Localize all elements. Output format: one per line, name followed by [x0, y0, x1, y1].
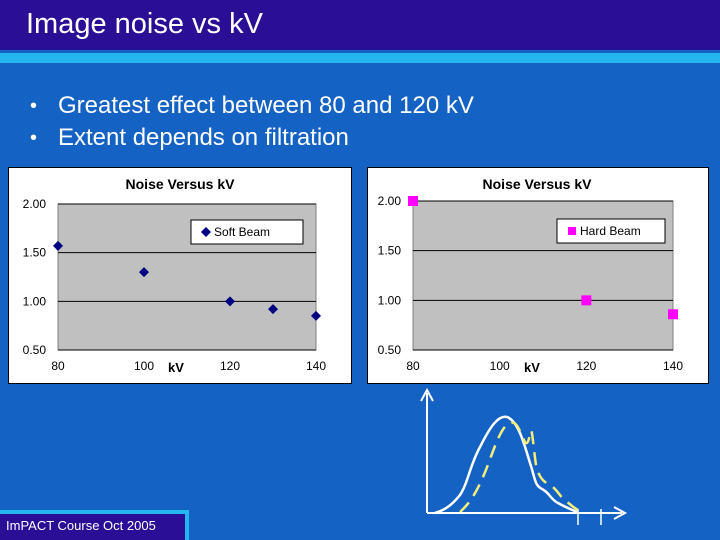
footer-accent-stripe: [0, 510, 189, 515]
legend-label: Soft Beam: [214, 225, 270, 239]
chart-title: Noise Versus kV: [483, 176, 593, 192]
data-point: [53, 240, 63, 251]
x-tick-label: 100: [134, 359, 154, 373]
data-point: [311, 310, 321, 321]
soft-spectrum-curve: [434, 415, 578, 515]
soft-beam-chart-svg: 0.50 1.00 1.50 2.00 80 100 120 140 Noise Versus …: [23, 176, 327, 375]
legend-marker: [201, 227, 211, 237]
x-tick-label: 140: [306, 359, 326, 373]
title-bar: Image noise vs kV: [0, 0, 720, 50]
hard-spectrum-curve: [459, 421, 579, 513]
footer-bar: [0, 514, 185, 540]
legend-marker: [568, 227, 576, 235]
bullet-list: • Greatest effect between 80 and 120 kV …: [30, 90, 474, 154]
data-point: [581, 295, 592, 306]
hard-beam-chart: 0.50 1.00 1.50 2.00 80 100 120 140 Noise Versus …: [367, 167, 709, 384]
bullet-text: Extent depends on filtration: [58, 124, 349, 151]
y-tick-label: 2.00: [23, 197, 47, 211]
x-tick-label: 120: [576, 359, 596, 373]
x-tick-label: 80: [51, 359, 65, 373]
soft-beam-chart: 0.50 1.00 1.50 2.00 80 100 120 140 Noise Versus …: [8, 167, 352, 384]
bullet-marker: •: [30, 127, 38, 149]
data-point: [268, 304, 278, 315]
hard-beam-chart-svg: 0.50 1.00 1.50 2.00 80 100 120 140 Noise Versus …: [378, 176, 684, 375]
footer-accent-stripe-vertical: [183, 510, 189, 540]
legend-label: Hard Beam: [580, 224, 641, 238]
y-tick-label: 0.50: [378, 343, 402, 357]
x-tick-label: 140: [663, 359, 683, 373]
bullet-text: Greatest effect between 80 and 120 kV: [58, 92, 474, 119]
x-axis-label: kV: [168, 360, 184, 375]
x-tick-label: 120: [220, 359, 240, 373]
bullet-marker: •: [30, 95, 38, 117]
x-axis-label: kV: [524, 360, 540, 375]
slide-title: Image noise vs kV: [26, 8, 263, 40]
y-tick-label: 0.50: [23, 343, 47, 357]
data-point: [408, 196, 418, 206]
footer-label: ImPACT Course Oct 2005: [6, 518, 156, 533]
x-axis-arrowhead: [613, 506, 628, 520]
y-tick-label: 1.50: [23, 246, 47, 260]
bullet-item: • Greatest effect between 80 and 120 kV: [30, 90, 474, 122]
data-point: [225, 296, 235, 307]
spectrum-sketch: [420, 387, 628, 525]
data-point: [139, 267, 149, 278]
y-axis-arrowhead: [420, 387, 434, 402]
title-accent-stripe: [0, 53, 720, 63]
y-tick-label: 1.00: [23, 294, 47, 308]
y-tick-label: 1.00: [378, 293, 402, 307]
data-point: [668, 309, 678, 320]
x-tick-label: 100: [490, 359, 510, 373]
bullet-item: • Extent depends on filtration: [30, 122, 474, 154]
y-tick-label: 2.00: [378, 194, 402, 208]
x-tick-label: 80: [406, 359, 420, 373]
chart-title: Noise Versus kV: [126, 176, 236, 192]
y-tick-label: 1.50: [378, 244, 402, 258]
